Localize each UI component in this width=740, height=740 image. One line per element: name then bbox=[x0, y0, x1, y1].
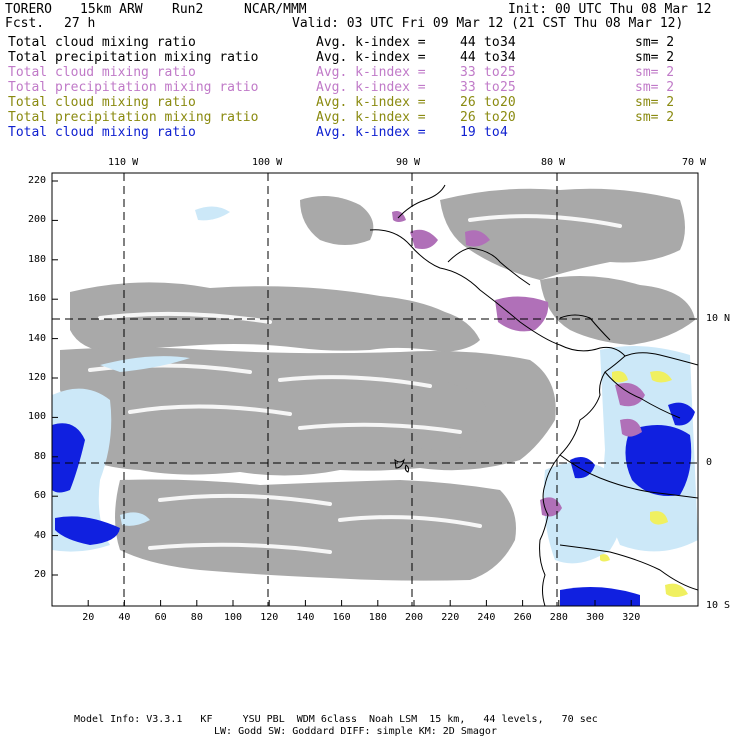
x-tick-label: 20 bbox=[82, 612, 95, 623]
legend-index: Avg. k-index = bbox=[316, 80, 426, 95]
x-tick-label: 300 bbox=[586, 612, 605, 623]
x-tick-label: 180 bbox=[368, 612, 387, 623]
plot-frame bbox=[51, 172, 699, 607]
cloud-yellow bbox=[600, 371, 688, 597]
legend-from: 19 bbox=[460, 125, 476, 140]
longitude-label: 100 W bbox=[252, 157, 283, 168]
x-tick-label: 80 bbox=[190, 612, 203, 623]
y-tick-label: 80 bbox=[34, 450, 47, 462]
longitude-label: 90 W bbox=[396, 157, 421, 168]
forecast-hour: 27 h bbox=[64, 16, 96, 31]
y-tick-label: 160 bbox=[28, 293, 47, 305]
legend-field: Total cloud mixing ratio bbox=[8, 95, 196, 110]
latitude-label: 10 S bbox=[706, 600, 731, 611]
model-info: Model Info: V3.3.1 KF YSU PBL WDM 6class… bbox=[74, 714, 598, 725]
legend-field: Total cloud mixing ratio bbox=[8, 35, 196, 50]
x-tick-label: 60 bbox=[154, 612, 167, 623]
y-tick-label: 40 bbox=[34, 529, 47, 541]
y-tick-label: 220 bbox=[28, 175, 47, 186]
legend-to-word: to bbox=[484, 125, 500, 140]
legend-field: Total cloud mixing ratio bbox=[8, 65, 196, 80]
legend-index: Avg. k-index = bbox=[316, 110, 426, 125]
x-tick-label: 280 bbox=[549, 612, 568, 623]
legend-index: Avg. k-index = bbox=[316, 125, 426, 140]
y-tick-label: 20 bbox=[34, 569, 47, 580]
y-tick-label: 180 bbox=[28, 253, 47, 265]
legend-index: Avg. k-index = bbox=[316, 50, 426, 65]
longitude-label: 110 W bbox=[108, 157, 139, 168]
y-tick-label: 140 bbox=[28, 332, 47, 344]
grid-lines bbox=[52, 173, 698, 606]
legend-from: 33 bbox=[460, 80, 476, 95]
x-tick-label: 40 bbox=[118, 612, 131, 623]
legend-to-word: to bbox=[484, 50, 500, 65]
legend-smoothing: sm= 2 bbox=[635, 110, 675, 125]
x-tick-label: 160 bbox=[332, 612, 351, 623]
x-tick-label: 200 bbox=[405, 612, 424, 623]
y-tick-label: 100 bbox=[28, 411, 47, 423]
legend-smoothing: sm= 2 bbox=[635, 65, 675, 80]
legend-to: 25 bbox=[500, 80, 516, 95]
legend-to-word: to bbox=[484, 110, 500, 125]
legend-from: 44 bbox=[460, 35, 476, 50]
legend-field: Total precipitation mixing ratio bbox=[8, 80, 259, 95]
forecast-label: Fcst. bbox=[5, 16, 45, 31]
y-tick-label: 200 bbox=[28, 214, 47, 226]
y-tick-label: 120 bbox=[28, 372, 47, 383]
x-tick-label: 240 bbox=[477, 612, 496, 623]
legend-from: 26 bbox=[460, 95, 476, 110]
x-tick-label: 140 bbox=[296, 612, 315, 623]
legend-field: Total precipitation mixing ratio bbox=[8, 110, 259, 125]
legend-to-word: to bbox=[484, 35, 500, 50]
tick-marks bbox=[52, 180, 632, 606]
legend-field: Total precipitation mixing ratio bbox=[8, 50, 259, 65]
legend-index: Avg. k-index = bbox=[316, 95, 426, 110]
legend-to: 25 bbox=[500, 65, 516, 80]
longitude-label: 70 W bbox=[682, 157, 707, 168]
x-tick-label: 220 bbox=[441, 612, 460, 623]
legend-from: 33 bbox=[460, 65, 476, 80]
legend-to: 34 bbox=[500, 35, 516, 50]
legend-from: 26 bbox=[460, 110, 476, 125]
legend-to-word: to bbox=[484, 95, 500, 110]
init-time: Init: 00 UTC Thu 08 Mar 12 bbox=[508, 2, 712, 17]
legend-smoothing: sm= 2 bbox=[635, 35, 675, 50]
model-name: TORERO bbox=[5, 2, 52, 17]
longitude-label: 80 W bbox=[541, 157, 566, 168]
cloud-dark-blue bbox=[52, 402, 695, 606]
x-tick-label: 100 bbox=[224, 612, 243, 623]
model-resolution: 15km ARW bbox=[80, 2, 143, 17]
coastlines bbox=[369, 184, 698, 606]
y-tick-label: 60 bbox=[34, 490, 47, 502]
legend-index: Avg. k-index = bbox=[316, 65, 426, 80]
cloud-gaps bbox=[88, 214, 622, 554]
x-tick-label: 320 bbox=[622, 612, 641, 623]
legend-to: 20 bbox=[500, 95, 516, 110]
legend-to: 20 bbox=[500, 110, 516, 125]
valid-time: Valid: 03 UTC Fri 09 Mar 12 (21 CST Thu … bbox=[292, 16, 684, 31]
x-tick-label: 120 bbox=[260, 612, 279, 623]
legend-to: 34 bbox=[500, 50, 516, 65]
legend-smoothing: sm= 2 bbox=[635, 50, 675, 65]
legend-to: 4 bbox=[500, 125, 508, 140]
latitude-label: 10 N bbox=[706, 313, 731, 324]
legend-smoothing: sm= 2 bbox=[635, 80, 675, 95]
model-org: NCAR/MMM bbox=[244, 2, 307, 17]
physics-info: LW: Godd SW: Goddard DIFF: simple KM: 2D… bbox=[214, 726, 497, 737]
legend-from: 44 bbox=[460, 50, 476, 65]
legend-to-word: to bbox=[484, 80, 500, 95]
model-run: Run2 bbox=[172, 2, 204, 17]
x-tick-label: 260 bbox=[513, 612, 532, 623]
legend-field: Total cloud mixing ratio bbox=[8, 125, 196, 140]
legend-index: Avg. k-index = bbox=[316, 35, 426, 50]
legend-smoothing: sm= 2 bbox=[635, 95, 675, 110]
legend-to-word: to bbox=[484, 65, 500, 80]
latitude-label: 0 bbox=[706, 457, 713, 468]
